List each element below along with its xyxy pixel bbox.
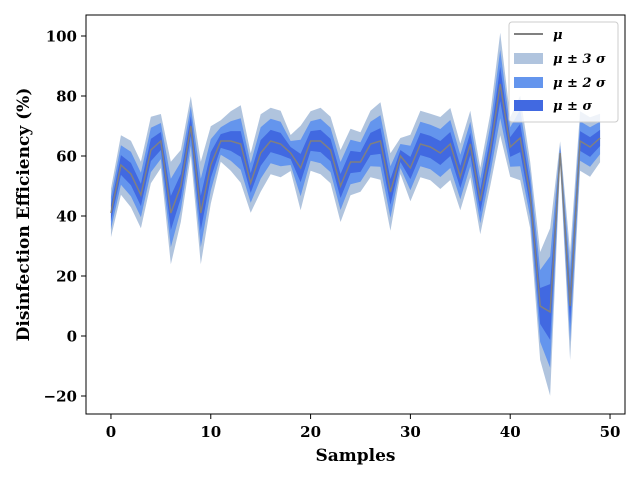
y-axis-ticks: −20 0 20 40 60 80 100: [44, 28, 86, 406]
band-2sigma: [110, 49, 601, 368]
y-tick-label: 100: [46, 28, 77, 46]
y-tick-label: 60: [56, 148, 77, 166]
bands-layer: [110, 32, 601, 396]
y-tick-label: 80: [56, 88, 77, 106]
x-axis-ticks: 0 10 20 30 40 50: [106, 414, 621, 441]
y-tick-label: −20: [44, 388, 77, 406]
y-axis-label: Disinfection Efficiency (%): [14, 88, 34, 342]
plot-frame: [85, 14, 626, 415]
x-tick-label: 20: [300, 423, 321, 441]
legend-swatch-3sigma: [514, 53, 543, 64]
x-tick-label: 40: [500, 423, 521, 441]
legend-label-mu: μ: [553, 28, 563, 43]
legend-box: [508, 21, 619, 123]
legend-swatch-1sigma: [514, 100, 543, 111]
y-tick-label: 20: [56, 268, 77, 286]
x-tick-label: 10: [200, 423, 221, 441]
y-tick-label: 0: [67, 328, 77, 346]
legend-label-3sigma: μ ± 3 σ: [553, 52, 606, 67]
legend-label-2sigma: μ ± 2 σ: [553, 76, 606, 91]
x-tick-label: 50: [600, 423, 621, 441]
band-1sigma: [110, 66, 601, 340]
legend-swatch-2sigma: [514, 77, 543, 88]
mean-line: [110, 83, 601, 314]
legend-label-1sigma: μ ± σ: [553, 99, 592, 114]
x-tick-label: 30: [400, 423, 421, 441]
x-tick-label: 0: [106, 423, 116, 441]
mean-line-layer: [110, 83, 601, 314]
legend: μ μ ± 3 σ μ ± 2 σ μ ± σ: [508, 21, 619, 123]
x-axis-label: Samples: [315, 446, 395, 466]
y-tick-label: 40: [56, 208, 77, 226]
